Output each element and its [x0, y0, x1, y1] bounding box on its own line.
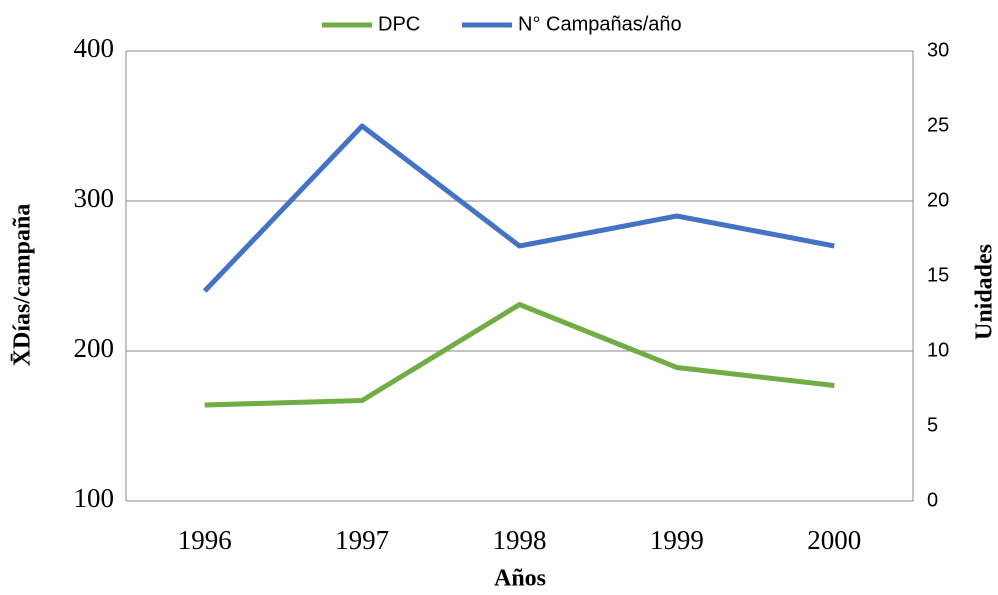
- y2-axis-title: Unidades: [972, 244, 998, 340]
- y-tick-label: 400: [74, 33, 115, 63]
- series-line: [202, 123, 835, 293]
- legend-label: N° Campañas/año: [518, 13, 682, 35]
- y2-tick-label: 25: [927, 114, 949, 136]
- y2-tick-label: 20: [927, 189, 949, 211]
- x-tick-label: 2000: [807, 525, 861, 555]
- x-tick-label: 1999: [650, 525, 704, 555]
- y-tick-label: 200: [74, 333, 115, 363]
- x-tick-label: 1997: [335, 525, 389, 555]
- x-tick-label: 1996: [178, 525, 232, 555]
- x-axis-title: Años: [494, 566, 546, 592]
- y2-tick-label: 0: [927, 489, 938, 511]
- x-tick-label: 1998: [493, 525, 547, 555]
- y-axis-title: X̄Días/campaña: [10, 204, 36, 367]
- series-line: [204, 302, 835, 408]
- legend-label: DPC: [378, 13, 420, 35]
- y-tick-label: 300: [74, 183, 115, 213]
- y2-tick-label: 15: [927, 264, 949, 286]
- y2-tick-label: 5: [927, 414, 938, 436]
- y2-tick-label: 30: [927, 39, 949, 61]
- y2-tick-label: 10: [927, 339, 949, 361]
- y-tick-label: 100: [74, 483, 115, 513]
